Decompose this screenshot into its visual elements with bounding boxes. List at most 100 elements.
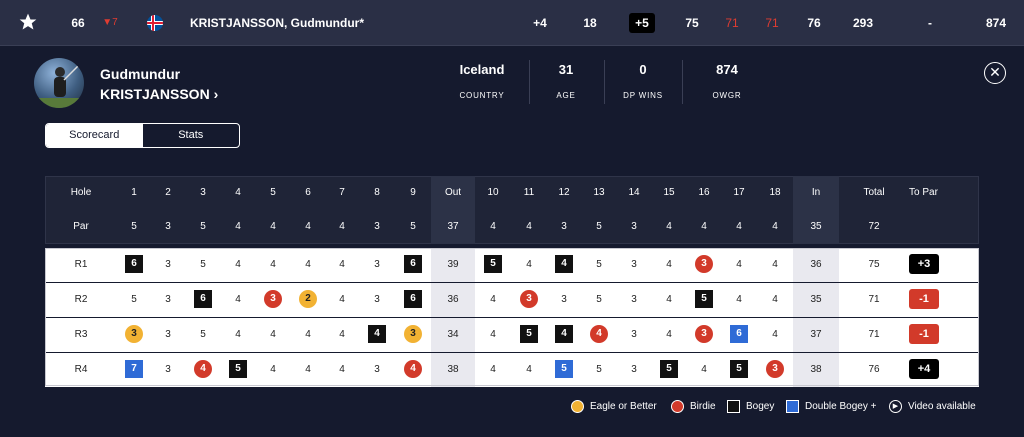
to-par-badge: -1 xyxy=(909,289,939,310)
score-cell: 5 xyxy=(475,248,511,282)
score-cell: 6 xyxy=(395,283,431,317)
movement: ▼7 xyxy=(102,17,118,28)
score-cell: 4 xyxy=(270,259,276,270)
score-cell: 3 xyxy=(165,364,171,375)
birdie-marker: 3 xyxy=(520,290,538,309)
score-cell: 4 xyxy=(736,294,742,305)
bogey-marker: 5 xyxy=(520,325,538,344)
par-value: 5 xyxy=(596,221,602,232)
score-cell: 4 xyxy=(270,364,276,375)
dash: - xyxy=(928,16,932,30)
legend-birdie: Birdie xyxy=(671,400,716,413)
score-cell: 3 xyxy=(687,248,721,282)
par-value: 5 xyxy=(200,221,206,232)
bogey-marker: 6 xyxy=(125,255,143,274)
player-first-name: Gudmundur xyxy=(100,66,181,82)
player-avatar xyxy=(34,58,84,108)
score-cell: 3 xyxy=(374,259,380,270)
play-icon: ▶ xyxy=(889,400,902,413)
score-cell: 6 xyxy=(117,248,151,282)
score-cell: 3 xyxy=(165,294,171,305)
player-last-name: KRISTJANSSON xyxy=(100,86,210,102)
bogey-marker: 6 xyxy=(404,290,422,309)
bogey-marker: 4 xyxy=(555,325,573,344)
score-cell: 5 xyxy=(131,294,137,305)
score-cell: 4 xyxy=(772,294,778,305)
eagle-marker: 3 xyxy=(404,325,422,344)
score-cell: 5 xyxy=(721,353,757,387)
score-cell: 36 xyxy=(793,248,839,282)
player-fullname[interactable]: Gudmundur KRISTJANSSON › xyxy=(100,64,218,104)
score-cell: 3 xyxy=(757,353,793,387)
round-label: R1 xyxy=(74,259,88,270)
score-cell: 3 xyxy=(561,294,567,305)
round-label: R2 xyxy=(74,294,88,305)
par-value: 4 xyxy=(305,221,311,232)
score-cell: 3 xyxy=(631,329,637,340)
divider xyxy=(682,60,683,104)
score-cell: 3 xyxy=(165,329,171,340)
total-to-par: +5 xyxy=(622,0,662,46)
bogey-marker: 4 xyxy=(368,325,386,344)
score-cell: 6 xyxy=(185,283,221,317)
par-value: 4 xyxy=(772,221,778,232)
par-value: 5 xyxy=(410,221,416,232)
birdie-marker: 3 xyxy=(264,290,282,309)
score-cell: 3 xyxy=(631,259,637,270)
score-to-par: +4 xyxy=(533,16,547,30)
score-cell: 4 xyxy=(490,329,496,340)
player-row[interactable]: 66 ▼7 KRISTJANSSON, Gudmundur* +4 18 +5 … xyxy=(0,0,1024,46)
score-cell: 4 xyxy=(666,294,672,305)
hole-number: 17 xyxy=(733,187,745,198)
par-value: 4 xyxy=(270,221,276,232)
stat-country: Iceland COUNTRY xyxy=(459,62,505,100)
star-icon[interactable] xyxy=(18,12,38,32)
par-value: 3 xyxy=(631,221,637,232)
eagle-marker: 3 xyxy=(125,325,143,344)
par-value: 37 xyxy=(431,210,475,244)
hole-number: Total xyxy=(863,187,885,198)
score-cell: 2 xyxy=(291,283,325,317)
tab-scorecard[interactable]: Scorecard xyxy=(46,124,143,147)
score-cell: 4 xyxy=(490,364,496,375)
score-cell: 35 xyxy=(793,283,839,317)
score-cell: 3 xyxy=(165,259,171,270)
bogey-marker: 6 xyxy=(404,255,422,274)
birdie-marker: 4 xyxy=(194,360,212,379)
score-cell: 4 xyxy=(270,329,276,340)
hole-number: 6 xyxy=(305,187,311,198)
score-cell: 4 xyxy=(666,259,672,270)
score-cell: 39 xyxy=(431,248,475,282)
legend-eagle: Eagle or Better xyxy=(571,400,657,413)
close-icon[interactable]: ✕ xyxy=(984,62,1006,84)
score-cell: 3 xyxy=(117,318,151,352)
score-cell: 3 xyxy=(374,364,380,375)
score-cell: 4 xyxy=(305,329,311,340)
hole-number: In xyxy=(793,176,839,210)
iceland-flag-icon xyxy=(147,15,163,31)
round2: 71 xyxy=(725,16,739,30)
stat-dp-wins: 0 DP WINS xyxy=(623,62,663,100)
dbl-marker: 5 xyxy=(555,360,573,379)
to-par-badge: +4 xyxy=(909,359,939,380)
hole-number: 11 xyxy=(523,187,535,198)
score-cell: 4 xyxy=(736,259,742,270)
score-cell: 5 xyxy=(547,353,581,387)
par-value: 4 xyxy=(339,221,345,232)
score-cell: 37 xyxy=(793,318,839,352)
bogey-marker: 6 xyxy=(194,290,212,309)
score-cell: 3 xyxy=(255,283,291,317)
score-cell: 5 xyxy=(651,353,687,387)
score-cell: 5 xyxy=(221,353,255,387)
score-cell: 4 xyxy=(305,364,311,375)
score-cell: 4 xyxy=(772,259,778,270)
round4: 76 xyxy=(807,16,821,30)
player-name[interactable]: KRISTJANSSON, Gudmundur* xyxy=(190,16,365,30)
birdie-marker: 3 xyxy=(695,325,713,344)
par-header: Par xyxy=(73,221,89,232)
score-cell: 4 xyxy=(581,318,617,352)
score-cell: 4 xyxy=(305,259,311,270)
hole-number: 7 xyxy=(339,187,345,198)
tab-stats[interactable]: Stats xyxy=(178,129,204,141)
par-value: 5 xyxy=(131,221,137,232)
